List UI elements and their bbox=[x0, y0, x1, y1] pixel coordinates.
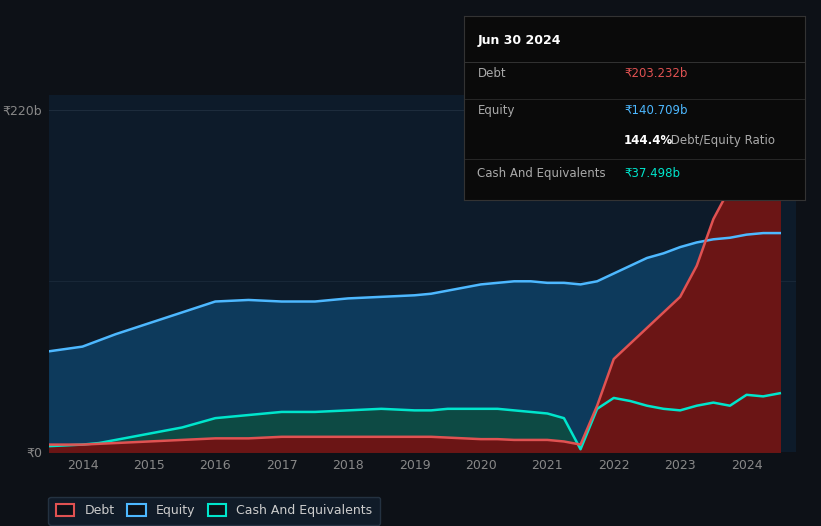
Text: Equity: Equity bbox=[478, 104, 515, 117]
Text: Debt/Equity Ratio: Debt/Equity Ratio bbox=[667, 134, 774, 147]
Text: 144.4%: 144.4% bbox=[624, 134, 673, 147]
Text: Jun 30 2024: Jun 30 2024 bbox=[478, 34, 561, 47]
Text: Cash And Equivalents: Cash And Equivalents bbox=[478, 167, 606, 180]
Legend: Debt, Equity, Cash And Equivalents: Debt, Equity, Cash And Equivalents bbox=[48, 497, 380, 525]
Text: Debt: Debt bbox=[478, 67, 506, 80]
Text: ₹37.498b: ₹37.498b bbox=[624, 167, 680, 180]
Text: ₹140.709b: ₹140.709b bbox=[624, 104, 687, 117]
Text: ₹203.232b: ₹203.232b bbox=[624, 67, 687, 80]
